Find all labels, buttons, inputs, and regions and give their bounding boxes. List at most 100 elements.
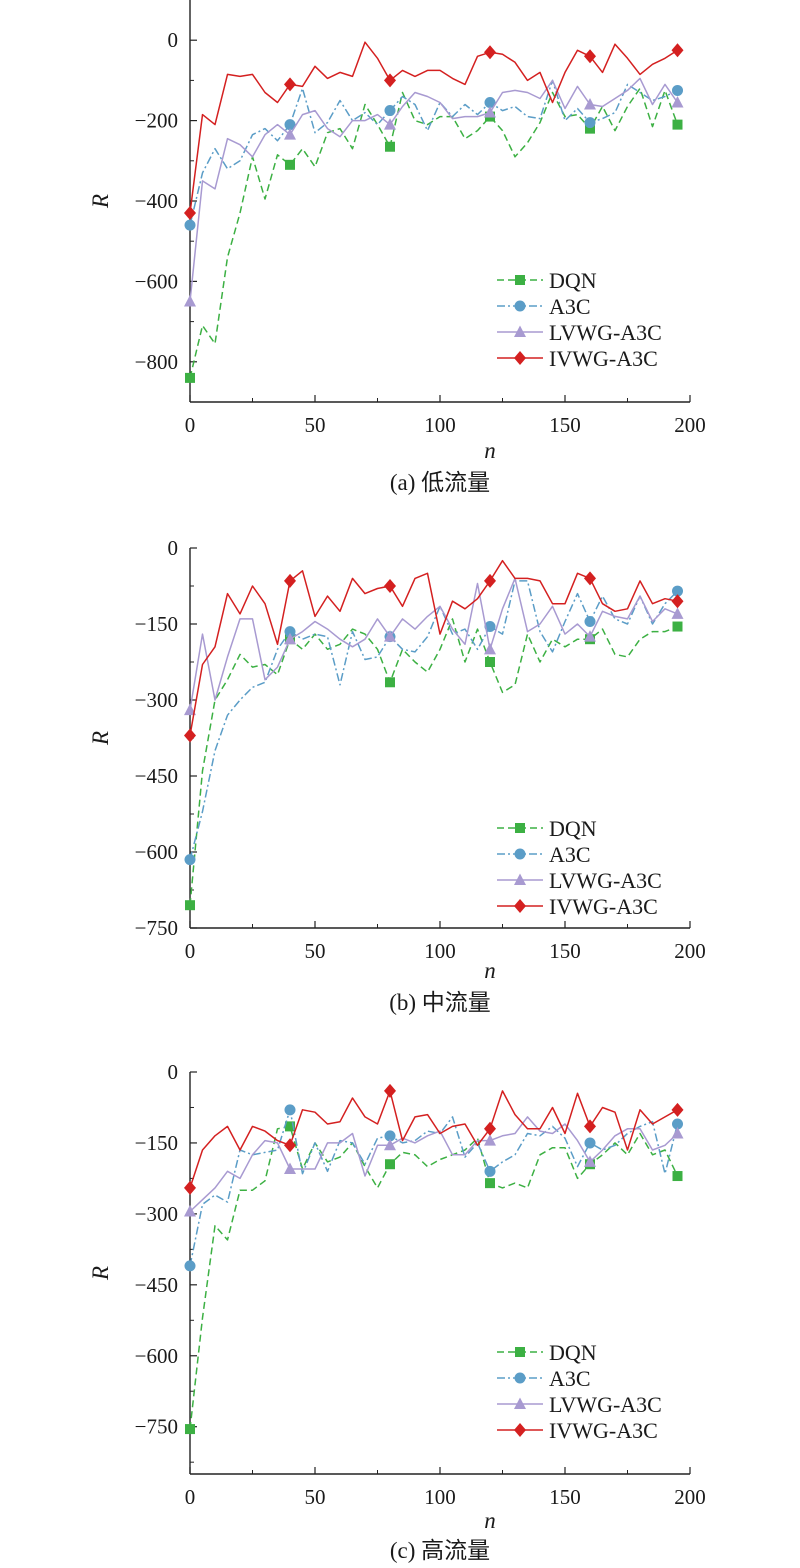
data-point-marker <box>284 632 296 645</box>
data-point-marker <box>672 1171 683 1182</box>
data-point-marker <box>585 123 595 134</box>
data-point-marker <box>284 77 296 92</box>
x-tick-label: 0 <box>185 1485 196 1509</box>
data-point-marker <box>584 1119 596 1134</box>
data-point-marker <box>284 119 296 131</box>
data-point-marker <box>672 119 683 130</box>
y-tick-label: 0 <box>168 1060 179 1084</box>
data-point-marker <box>284 1138 296 1153</box>
data-point-marker <box>185 1424 195 1435</box>
x-axis-label: n <box>484 958 496 983</box>
x-tick-label: 150 <box>549 939 581 963</box>
y-tick-label: 0 <box>168 536 179 560</box>
x-tick-label: 200 <box>674 939 706 963</box>
legend-swatch-marker <box>514 325 526 337</box>
data-point-marker <box>184 728 196 743</box>
series-ivwg-a3c <box>184 559 684 743</box>
series-a3c <box>184 1104 683 1272</box>
series-line-a3c <box>189 1109 679 1267</box>
data-point-marker <box>284 1162 296 1174</box>
data-point-marker <box>385 141 395 152</box>
data-point-marker <box>671 594 684 609</box>
data-point-marker <box>584 98 596 110</box>
y-tick-label: −400 <box>135 189 178 213</box>
data-point-marker <box>184 206 196 221</box>
legend-swatch-marker <box>515 275 525 285</box>
data-point-marker <box>184 703 196 716</box>
data-point-marker <box>184 295 196 307</box>
x-tick-label: 100 <box>424 939 456 963</box>
data-point-marker <box>672 1118 683 1130</box>
y-tick-label: −150 <box>135 612 178 636</box>
data-point-marker <box>584 615 596 627</box>
data-point-marker <box>484 1121 496 1136</box>
y-axis-label: R <box>88 731 113 746</box>
data-point-marker <box>385 677 395 688</box>
y-tick-label: −300 <box>135 1202 178 1226</box>
x-axis-label: n <box>484 438 496 463</box>
legend-swatch-marker <box>514 899 526 913</box>
data-point-marker <box>385 1159 395 1170</box>
y-tick-label: −450 <box>135 764 178 788</box>
series-a3c <box>184 79 683 231</box>
data-point-marker <box>484 1134 496 1146</box>
legend-label: IVWG-A3C <box>549 346 658 371</box>
data-point-marker <box>672 585 683 597</box>
data-point-marker <box>285 159 295 170</box>
data-point-marker <box>384 118 396 130</box>
legend-swatch-marker <box>515 1347 525 1357</box>
legend-swatch-marker <box>514 1423 526 1437</box>
legend-label: DQN <box>549 816 597 841</box>
x-tick-label: 0 <box>185 413 196 437</box>
y-tick-label: −600 <box>135 840 178 864</box>
legend-label: LVWG-A3C <box>549 868 662 893</box>
panel-caption: (b) 中流量 <box>389 990 491 1015</box>
legend-label: IVWG-A3C <box>549 894 658 919</box>
data-point-marker <box>484 621 496 633</box>
data-point-marker <box>384 630 396 642</box>
x-axis-label: n <box>484 1508 496 1533</box>
series-line-lvwg-a3c <box>189 1116 679 1213</box>
legend-swatch-marker <box>514 300 526 312</box>
data-point-marker <box>672 84 683 96</box>
series-lvwg-a3c <box>184 77 684 307</box>
data-point-marker <box>485 1178 495 1189</box>
data-point-marker <box>185 372 195 383</box>
series-line-ivwg-a3c <box>189 1090 678 1189</box>
x-tick-label: 200 <box>674 1485 706 1509</box>
x-tick-label: 0 <box>185 939 196 963</box>
series-line-dqn <box>189 87 679 379</box>
data-point-marker <box>485 657 495 667</box>
data-point-marker <box>284 573 296 588</box>
x-tick-label: 50 <box>305 413 326 437</box>
legend-swatch-marker <box>514 848 526 860</box>
data-point-marker <box>284 128 296 140</box>
y-tick-label: −750 <box>135 916 178 940</box>
data-point-marker <box>285 1121 295 1132</box>
legend-swatch-marker <box>514 873 526 885</box>
x-tick-label: 50 <box>305 1485 326 1509</box>
y-tick-label: −450 <box>135 1273 178 1297</box>
x-tick-label: 100 <box>424 1485 456 1509</box>
series-line-a3c <box>189 580 679 860</box>
data-point-marker <box>184 219 196 231</box>
x-tick-label: 50 <box>305 939 326 963</box>
legend-label: A3C <box>549 842 591 867</box>
legend-label: IVWG-A3C <box>549 1418 658 1443</box>
panel-low-traffic: 0 50 100 150 200 0 −200 −400 −600 −800 n R (a) 低流量 DQ… <box>88 0 706 495</box>
data-point-marker <box>671 96 684 108</box>
data-point-marker <box>584 630 596 642</box>
data-point-marker <box>484 1165 496 1177</box>
data-point-marker <box>584 1155 596 1167</box>
data-point-marker <box>284 626 296 638</box>
data-point-marker <box>384 1083 396 1098</box>
y-tick-label: −200 <box>135 109 178 133</box>
y-tick-label: 0 <box>168 28 179 52</box>
y-tick-label: −150 <box>135 1131 178 1155</box>
data-point-marker <box>672 621 683 632</box>
series-dqn <box>185 618 683 911</box>
y-tick-label: −300 <box>135 688 178 712</box>
